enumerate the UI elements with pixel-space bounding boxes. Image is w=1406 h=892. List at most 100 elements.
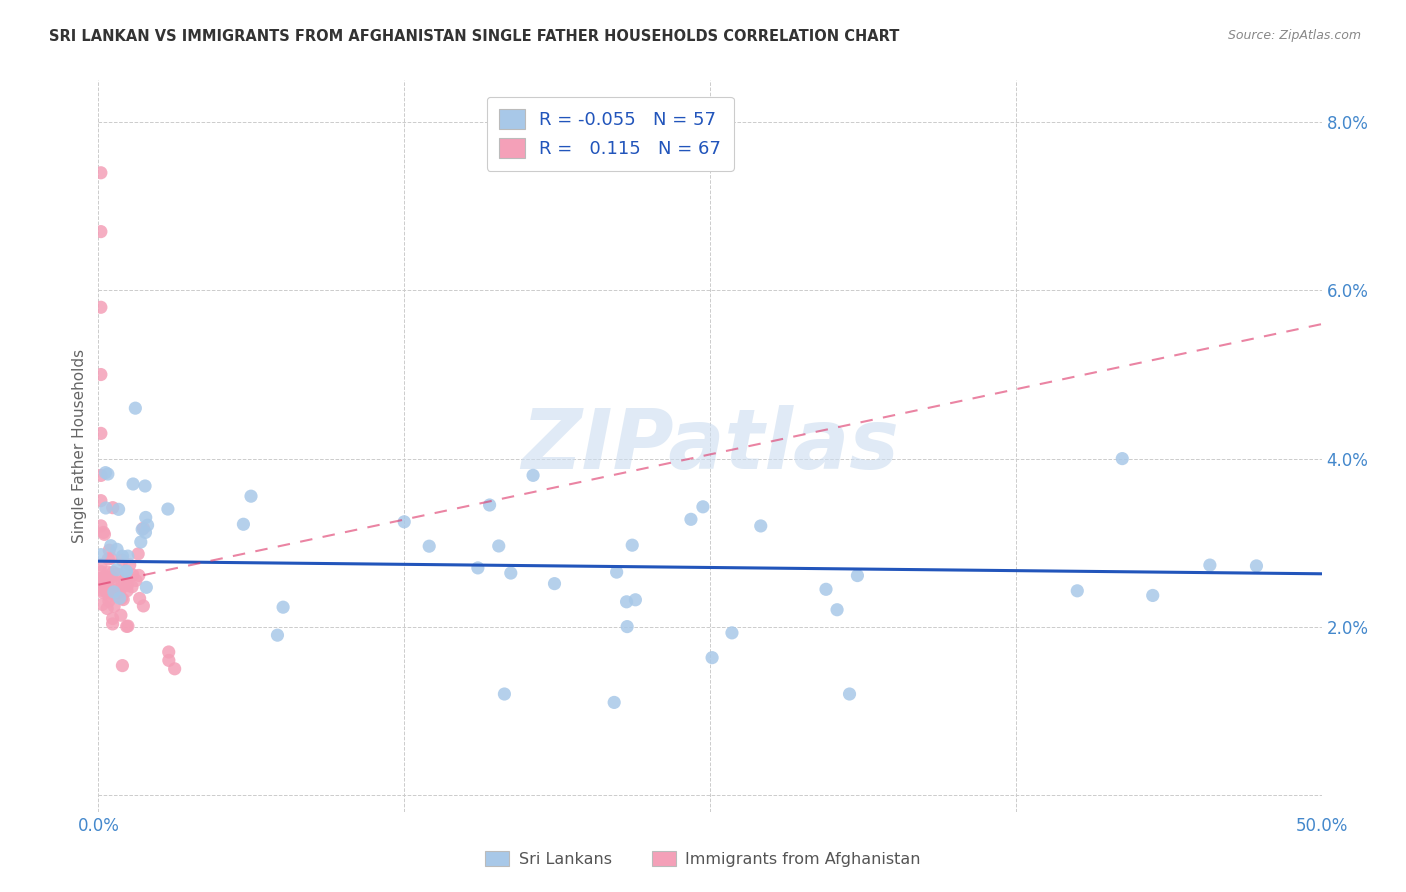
Point: [128, 568, 150, 582]
Point: [117, 619, 139, 633]
Point: [157, 653, 180, 667]
Point: [132, 521, 155, 535]
Point: [115, 564, 138, 578]
Point: [111, 553, 134, 567]
Point: [135, 580, 157, 594]
Point: [90, 558, 112, 572]
Point: [90, 468, 112, 483]
Point: [94, 500, 117, 515]
Point: [93, 527, 115, 541]
Point: [467, 561, 489, 575]
Point: [418, 539, 440, 553]
Point: [825, 603, 848, 617]
Point: [108, 585, 131, 599]
Point: [100, 551, 122, 566]
Point: [271, 600, 294, 615]
Point: [132, 599, 155, 613]
Point: [101, 500, 124, 515]
Point: [240, 489, 263, 503]
Point: [111, 549, 134, 564]
Point: [112, 573, 135, 587]
Point: [94, 579, 117, 593]
Point: [679, 512, 702, 526]
Legend: R = -0.055   N = 57, R =   0.115   N = 67: R = -0.055 N = 57, R = 0.115 N = 67: [486, 96, 734, 170]
Point: [266, 628, 288, 642]
Point: [90, 300, 112, 314]
Point: [93, 572, 115, 586]
Point: [90, 519, 112, 533]
Point: [135, 510, 157, 524]
Point: [103, 599, 125, 614]
Point: [117, 549, 139, 563]
Point: [115, 619, 138, 633]
Point: [97, 589, 120, 603]
Point: [157, 645, 180, 659]
Point: [90, 166, 112, 180]
Point: [118, 558, 141, 572]
Point: [814, 582, 837, 597]
Point: [478, 498, 501, 512]
Point: [134, 525, 156, 540]
Point: [101, 570, 124, 584]
Point: [125, 574, 148, 588]
Point: [749, 519, 772, 533]
Point: [90, 426, 112, 441]
Point: [90, 225, 112, 239]
Point: [108, 585, 131, 599]
Point: [91, 583, 114, 598]
Point: [93, 525, 115, 540]
Point: [134, 479, 156, 493]
Point: [112, 592, 135, 607]
Point: [101, 566, 124, 580]
Point: [110, 608, 132, 623]
Point: [1111, 451, 1133, 466]
Point: [90, 571, 112, 585]
Point: [488, 539, 510, 553]
Point: [101, 587, 124, 601]
Point: [90, 580, 112, 594]
Point: [136, 518, 159, 533]
Point: [97, 552, 120, 566]
Point: [692, 500, 714, 514]
Point: [105, 563, 128, 577]
Point: [97, 467, 120, 481]
Point: [1246, 558, 1268, 573]
Text: ZIPatlas: ZIPatlas: [522, 406, 898, 486]
Point: [621, 538, 644, 552]
Point: [93, 581, 115, 595]
Point: [107, 502, 129, 516]
Point: [131, 522, 153, 536]
Point: [124, 401, 146, 416]
Point: [97, 594, 120, 608]
Point: [90, 368, 112, 382]
Point: [700, 650, 723, 665]
Point: [117, 578, 139, 592]
Point: [91, 598, 114, 612]
Point: [121, 580, 143, 594]
Point: [90, 548, 112, 562]
Point: [838, 687, 860, 701]
Point: [115, 565, 138, 579]
Point: [101, 611, 124, 625]
Point: [100, 539, 122, 553]
Point: [1142, 589, 1164, 603]
Point: [115, 583, 138, 598]
Point: [494, 687, 516, 701]
Point: [543, 576, 565, 591]
Point: [101, 616, 124, 631]
Point: [97, 575, 120, 590]
Point: [97, 582, 120, 597]
Point: [103, 574, 125, 589]
Point: [499, 566, 522, 580]
Point: [105, 567, 128, 582]
Text: Source: ZipAtlas.com: Source: ZipAtlas.com: [1227, 29, 1361, 42]
Y-axis label: Single Father Households: Single Father Households: [72, 349, 87, 543]
Point: [128, 591, 150, 606]
Point: [111, 575, 134, 590]
Point: [616, 619, 638, 633]
Point: [91, 585, 114, 599]
Point: [1199, 558, 1222, 572]
Point: [94, 466, 117, 480]
Text: SRI LANKAN VS IMMIGRANTS FROM AFGHANISTAN SINGLE FATHER HOUSEHOLDS CORRELATION C: SRI LANKAN VS IMMIGRANTS FROM AFGHANISTA…: [49, 29, 900, 44]
Point: [96, 601, 118, 615]
